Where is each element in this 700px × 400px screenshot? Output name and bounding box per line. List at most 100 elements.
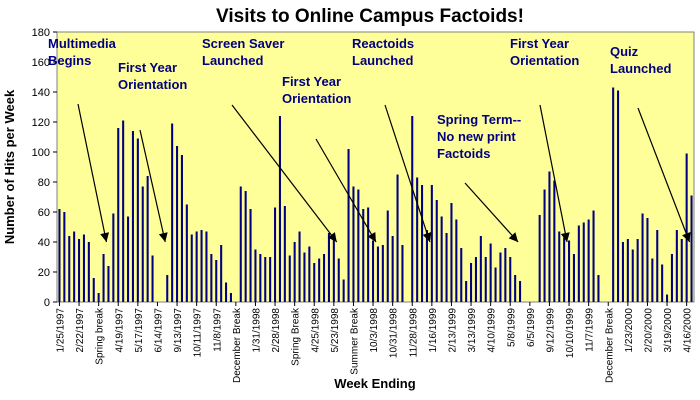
x-tick-label: 11/28/1998 [408,308,419,358]
y-tick-label: 20 [38,267,50,279]
annotation-arrow [384,104,431,243]
bar [352,186,355,302]
bar [337,258,340,302]
bar [430,185,433,302]
bar [396,174,399,302]
x-tick-label: 6/5/1999 [526,308,537,347]
bar [73,231,76,302]
x-tick-label: 1/16/1999 [428,308,439,353]
x-tick-label: 10/31/1998 [389,308,400,358]
x-tick-label: 1/25/1997 [55,308,66,353]
bar [205,231,208,302]
bar [136,138,139,302]
annotation-label: Spring Term-- No new print Factoids [437,112,521,161]
bar [455,219,458,302]
bar [484,257,487,302]
annotation-line: First Year [510,36,569,51]
bar [278,116,281,302]
annotation-line: Screen Saver [202,36,284,51]
bar [661,264,664,302]
bar [82,234,85,302]
bar [180,155,183,302]
annotation-arrowhead [682,231,691,242]
bar [582,222,585,302]
bar [386,210,389,302]
bar [445,233,448,302]
bar [680,239,683,302]
annotation-line: Launched [610,61,671,76]
annotation-arrowhead [158,232,168,242]
bar [636,239,639,302]
annotation-line: Orientation [510,53,579,68]
bar [543,189,546,302]
bar [597,275,600,302]
bar [313,263,316,302]
bar [670,254,673,302]
x-tick-label: 10/11/1997 [193,308,204,358]
bar [102,254,105,302]
bar [229,293,232,302]
bar [568,240,571,302]
bar [685,153,688,302]
bar [264,257,267,302]
bar [548,171,551,302]
bar [303,252,306,302]
bar [249,209,252,302]
annotation-arrow [77,103,108,243]
annotation-line: Multimedia [48,36,117,51]
bar [450,203,453,302]
y-tick-label: 100 [32,147,50,159]
bar [391,236,394,302]
y-axis-title: Number of Hits per Week [2,89,17,244]
y-tick-label: 140 [32,87,50,99]
bar [504,248,507,302]
x-tick-label: Spring break [95,307,106,365]
annotation-arrowhead [560,232,570,242]
bar [166,275,169,302]
bar [288,255,291,302]
annotation-label: Screen Saver Launched [202,36,284,68]
x-tick-label: 9/12/1999 [545,308,556,353]
bar [342,279,345,302]
bar [514,275,517,302]
bar [308,246,311,302]
x-tick-label: 2/20/2000 [643,308,654,353]
bar [631,249,634,302]
annotation-arrow [315,138,377,243]
bar [489,243,492,302]
x-tick-label: December Break [604,307,615,383]
bar [92,278,95,302]
bar [519,281,522,302]
annotation-line: First Year [282,74,341,89]
chart-title: Visits to Online Campus Factoids! [216,6,524,27]
x-tick-label: December Break [232,307,243,383]
bar [626,239,629,302]
annotation-arrowhead [327,232,337,242]
x-tick-label: Spring Break [291,307,302,366]
x-tick-label: 5/8/1999 [506,308,517,347]
bar [283,206,286,302]
x-tick-label: 10/3/1998 [369,308,380,353]
bar [401,245,404,302]
bar [641,213,644,302]
bar [107,266,110,302]
annotation-line: Launched [352,53,413,68]
bar [215,260,218,302]
bar [269,257,272,302]
x-tick-label: 2/22/1997 [75,308,86,353]
bar [587,219,590,302]
annotation-arrowhead [508,232,519,242]
bar [440,216,443,302]
bar [293,242,296,302]
bar [558,231,561,302]
bar [509,257,512,302]
bar [210,254,213,302]
x-tick-label: 11/8/1997 [212,308,223,352]
x-tick-label: 1/23/2000 [624,308,635,353]
bar [112,213,115,302]
annotation-label: First Year Orientation [510,36,579,68]
bar [259,254,262,302]
annotation-arrowhead [367,231,376,242]
bar [381,245,384,302]
annotation-arrowhead [100,232,110,242]
